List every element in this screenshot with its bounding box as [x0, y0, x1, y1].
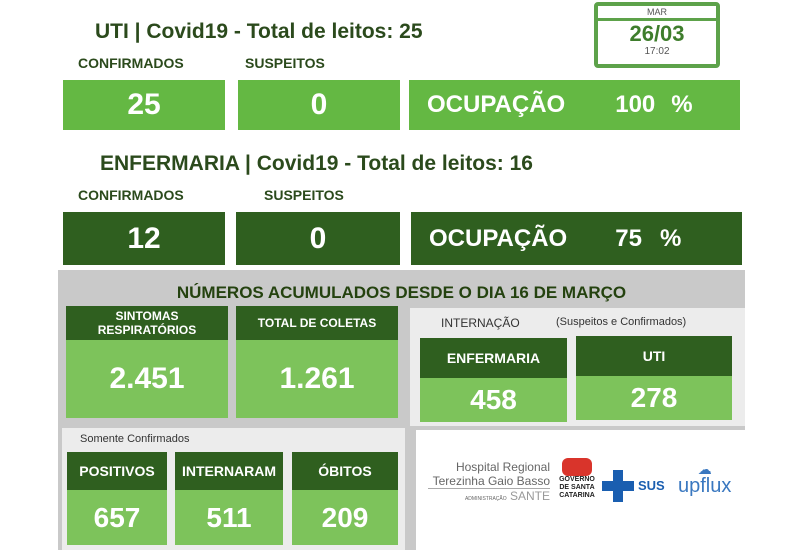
- sc-flag-icon: [562, 458, 592, 476]
- coletas-label: TOTAL DE COLETAS: [236, 306, 398, 340]
- uti-suspect-label: SUSPEITOS: [245, 55, 325, 71]
- date-time: 17:02: [644, 46, 670, 57]
- internaram-label: INTERNARAM: [175, 452, 283, 490]
- intern-enf-label: ENFERMARIA: [420, 338, 567, 378]
- internacao-label: INTERNAÇÃO: [441, 316, 520, 330]
- accumulated-title: NÚMEROS ACUMULADOS DESDE O DIA 16 DE MAR…: [176, 283, 627, 302]
- sus-label: SUS: [638, 478, 665, 493]
- positivos-label: POSITIVOS: [67, 452, 167, 490]
- gov-sc-logo: GOVERNO DE SANTA CATARINA: [556, 458, 598, 500]
- intern-enf-value: 458: [420, 378, 567, 422]
- enf-occupancy-pct: %: [659, 224, 682, 252]
- gov-label: GOVERNO DE SANTA CATARINA: [559, 476, 595, 499]
- uti-occupancy-value: 100: [615, 91, 656, 118]
- sante-label: SANTE: [509, 489, 550, 503]
- sintomas-label: SINTOMAS RESPIRATÓRIOS: [66, 306, 228, 340]
- logos-area: [416, 430, 745, 550]
- upflux-label: upflux: [678, 475, 732, 497]
- enf-occupancy-label: OCUPAÇÃO: [429, 224, 568, 252]
- upflux-logo: ☁ upflux: [678, 461, 732, 498]
- uti-suspects: 0: [238, 80, 400, 130]
- hospital-name-2: Terezinha Gaio Basso: [428, 474, 550, 489]
- date-day: 26/03: [629, 21, 685, 46]
- uti-title: UTI | Covid19 - Total de leitos: 25: [95, 20, 423, 43]
- obitos-label: ÓBITOS: [292, 452, 398, 490]
- cloud-icon: ☁: [697, 461, 712, 477]
- intern-uti-value: 278: [576, 376, 732, 420]
- date-month: MAR: [598, 6, 716, 21]
- enf-occupancy-value: 75: [615, 224, 642, 252]
- only-confirmed-label: Somente Confirmados: [80, 433, 190, 445]
- internacao-note: (Suspeitos e Confirmados): [556, 316, 687, 328]
- sante-line: ADMINISTRAÇÃO SANTE: [428, 489, 550, 506]
- obitos-value: 209: [292, 490, 398, 545]
- positivos-value: 657: [67, 490, 167, 545]
- uti-occupancy-label: OCUPAÇÃO: [427, 91, 566, 118]
- uti-occupancy-pct: %: [671, 91, 693, 118]
- uti-confirmed: 25: [63, 80, 225, 130]
- enf-suspect-label: SUSPEITOS: [264, 187, 344, 203]
- uti-confirmed-label: CONFIRMADOS: [78, 55, 184, 71]
- sintomas-value: 2.451: [66, 340, 228, 418]
- enf-occupancy: OCUPAÇÃO 75 %: [411, 212, 742, 265]
- intern-uti-label: UTI: [576, 336, 732, 376]
- hospital-logo: Hospital Regional Terezinha Gaio Basso A…: [428, 460, 550, 506]
- enf-title: ENFERMARIA | Covid19 - Total de leitos: …: [100, 152, 533, 175]
- internaram-value: 511: [175, 490, 283, 545]
- enf-confirmed-label: CONFIRMADOS: [78, 187, 184, 203]
- coletas-value: 1.261: [236, 340, 398, 418]
- uti-occupancy: OCUPAÇÃO 100 %: [409, 80, 740, 130]
- adm-label: ADMINISTRAÇÃO: [464, 496, 507, 502]
- enf-confirmed: 12: [63, 212, 225, 265]
- sus-cross-icon: [602, 470, 634, 502]
- enf-suspects: 0: [236, 212, 400, 265]
- hospital-name-1: Hospital Regional: [455, 460, 550, 474]
- date-card: MAR 26/03 17:02: [594, 2, 720, 68]
